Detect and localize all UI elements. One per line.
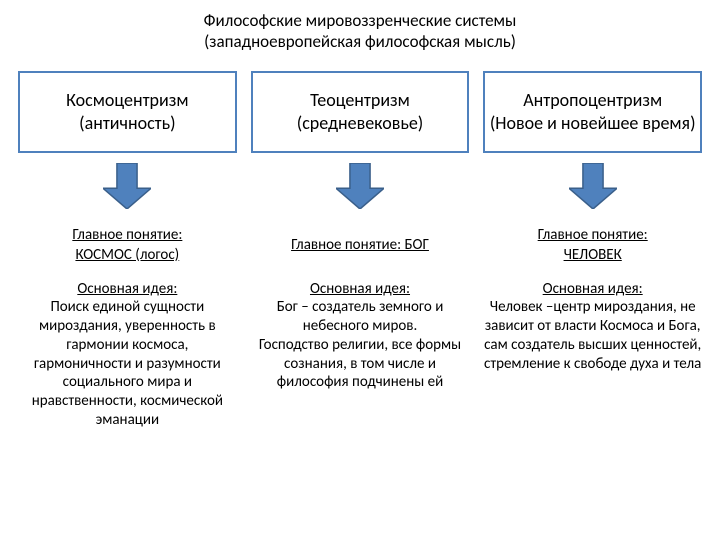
concept-value: КОСМОС (логос): [75, 246, 179, 264]
header-box: Теоцентризм (средневековье): [251, 71, 470, 153]
concept-label: Главное понятие: БОГ: [291, 236, 429, 254]
column-theocentrism: Теоцентризм (средневековье) Главное поня…: [251, 71, 470, 430]
box-line1: Антропоцентризм: [490, 89, 696, 112]
down-arrow-icon: [569, 163, 617, 214]
concept-value: ЧЕЛОВЕК: [564, 246, 622, 264]
box-line1: Теоцентризм: [297, 89, 424, 112]
idea-text: Человек –центр мироздания, не зависит от…: [484, 298, 701, 372]
columns-container: Космоцентризм (античность) Главное понят…: [18, 71, 702, 430]
box-line2: (античность): [66, 112, 188, 135]
idea-text: Поиск единой сущности мироздания, уверен…: [32, 298, 223, 429]
concept-label: Главное понятие:: [72, 226, 182, 244]
idea-text: Бог – создатель земного и небесного миро…: [259, 298, 461, 391]
concept-label: Главное понятие:: [538, 226, 648, 244]
main-concept: Главное понятие: КОСМОС (логос): [18, 224, 237, 268]
header-box: Антропоцентризм (Новое и новейшее время): [483, 71, 702, 153]
column-cosmocentrism: Космоцентризм (античность) Главное понят…: [18, 71, 237, 430]
main-concept: Главное понятие: ЧЕЛОВЕК: [483, 224, 702, 268]
main-idea: Основная идея: Бог – создатель земного и…: [251, 280, 470, 393]
main-idea: Основная идея: Человек –центр мироздания…: [483, 280, 702, 374]
title-line1: Философские мировоззренческие системы: [18, 10, 702, 31]
header-box: Космоцентризм (античность): [18, 71, 237, 153]
idea-label: Основная идея:: [543, 280, 643, 298]
title-line2: (западноевропейская философская мысль): [18, 31, 702, 52]
down-arrow-icon: [336, 163, 384, 214]
box-line2: (Новое и новейшее время): [490, 112, 696, 135]
idea-label: Основная идея:: [77, 280, 177, 298]
box-line2: (средневековье): [297, 112, 424, 135]
idea-label: Основная идея:: [310, 280, 410, 298]
page-title: Философские мировоззренческие системы (з…: [18, 10, 702, 53]
main-idea: Основная идея: Поиск единой сущности мир…: [18, 280, 237, 430]
column-anthropocentrism: Антропоцентризм (Новое и новейшее время)…: [483, 71, 702, 430]
down-arrow-icon: [103, 163, 151, 214]
main-concept: Главное понятие: БОГ: [251, 224, 470, 268]
box-line1: Космоцентризм: [66, 89, 188, 112]
